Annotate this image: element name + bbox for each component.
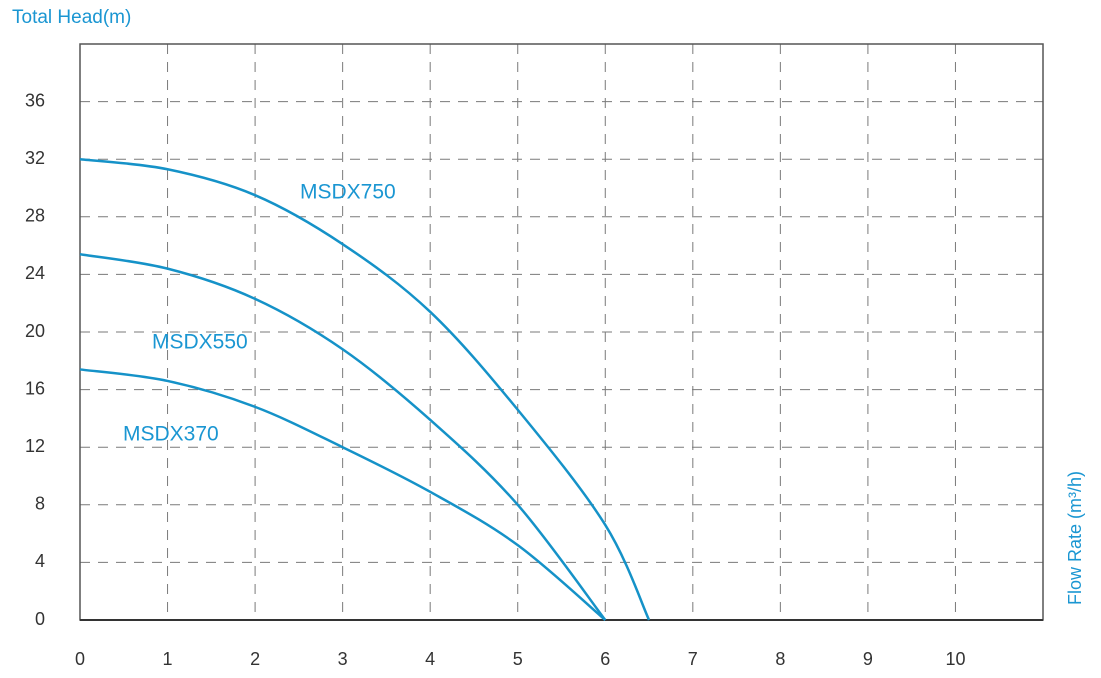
y-tick-label: 16 xyxy=(25,378,45,398)
x-tick-label: 0 xyxy=(75,649,85,669)
y-tick-label: 36 xyxy=(25,90,45,110)
x-tick-label: 4 xyxy=(425,649,435,669)
y-axis-title: Total Head(m) xyxy=(12,7,131,28)
series-label: MSDX550 xyxy=(152,331,248,354)
x-tick-label: 8 xyxy=(775,649,785,669)
x-tick-label: 1 xyxy=(163,649,173,669)
series-label: MSDX370 xyxy=(123,423,219,446)
y-tick-label: 32 xyxy=(25,148,45,168)
y-tick-label: 28 xyxy=(25,206,45,226)
series-line xyxy=(79,368,607,621)
series-label: MSDX750 xyxy=(300,181,396,204)
x-tick-label: 6 xyxy=(600,649,610,669)
y-tick-label: 4 xyxy=(35,551,45,571)
y-tick-label: 12 xyxy=(25,436,45,456)
x-tick-label: 7 xyxy=(688,649,698,669)
x-tick-label: 10 xyxy=(945,649,965,669)
x-tick-label: 9 xyxy=(863,649,873,669)
x-axis-title: Flow Rate (m³/h) xyxy=(1065,471,1085,605)
x-tick-label: 3 xyxy=(338,649,348,669)
y-tick-label: 0 xyxy=(35,609,45,629)
x-tick-label: 5 xyxy=(513,649,523,669)
series-line xyxy=(79,253,607,621)
y-tick-label: 24 xyxy=(25,263,45,283)
y-tick-label: 20 xyxy=(25,321,45,341)
series-line xyxy=(79,157,651,621)
y-tick-label: 8 xyxy=(35,494,45,514)
x-tick-label: 2 xyxy=(250,649,260,669)
